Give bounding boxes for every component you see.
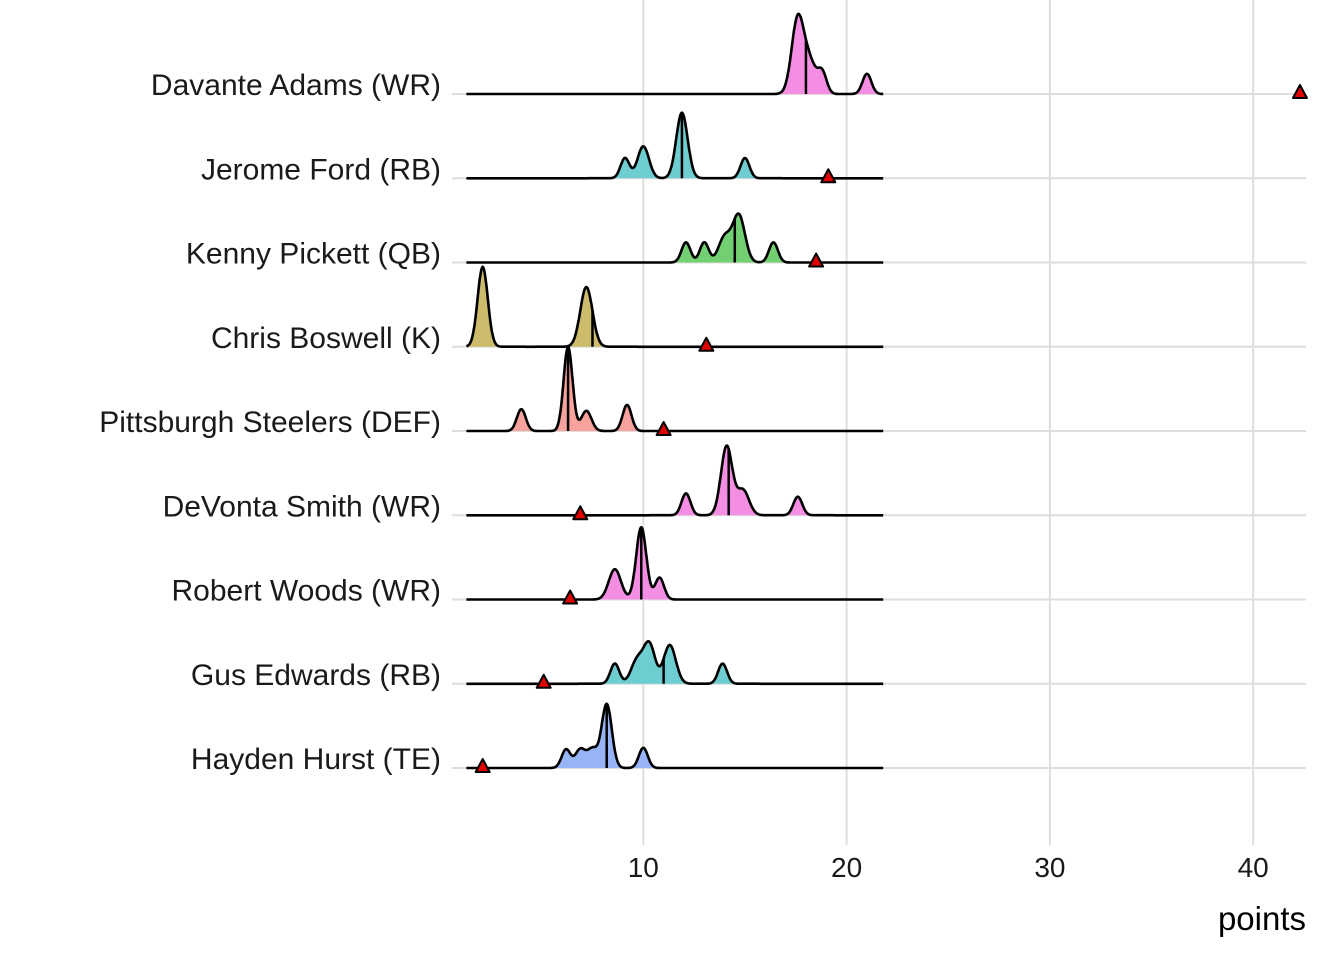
ridge-outline xyxy=(466,525,884,601)
actual-points-marker xyxy=(535,673,552,689)
x-tick-label: 20 xyxy=(831,852,862,883)
ridge-fill xyxy=(466,266,884,347)
x-axis-label: points xyxy=(1218,900,1306,937)
actual-points-marker xyxy=(655,421,672,436)
y-label: Hayden Hurst (TE) xyxy=(191,743,441,776)
y-label: Davante Adams (WR) xyxy=(151,69,441,102)
actual-points-marker xyxy=(808,252,825,268)
y-label: Pittsburgh Steelers (DEF) xyxy=(99,406,441,439)
actual-points-marker xyxy=(474,758,491,773)
ridge-outline xyxy=(466,702,884,770)
y-label: Gus Edwards (RB) xyxy=(191,659,441,692)
ridge-outline xyxy=(466,12,884,96)
ridge-fill xyxy=(466,641,884,684)
ridge-fill xyxy=(466,347,884,431)
ridge-outline xyxy=(466,212,884,264)
ridge-fill xyxy=(466,13,884,94)
actual-points-marker xyxy=(572,505,589,521)
y-label: Kenny Pickett (QB) xyxy=(186,238,441,271)
ridge-fill xyxy=(466,445,884,516)
ridge-fill xyxy=(466,527,884,600)
ridges xyxy=(465,12,1308,773)
ridge-fill xyxy=(466,213,884,263)
ridge-outline xyxy=(466,345,884,433)
y-label: Chris Boswell (K) xyxy=(211,322,441,355)
actual-points-marker xyxy=(698,336,715,352)
ridge-outline xyxy=(465,265,884,349)
ridge-outline xyxy=(466,111,884,180)
ridge-outline xyxy=(466,444,884,517)
x-tick-label: 30 xyxy=(1034,852,1065,883)
y-axis-labels: Davante Adams (WR) Jerome Ford (RB) Kenny … xyxy=(99,69,441,776)
y-label: DeVonta Smith (WR) xyxy=(163,490,441,523)
x-tick-label: 10 xyxy=(628,852,659,883)
actual-points-marker xyxy=(1291,84,1308,99)
ridge-outline xyxy=(466,640,884,686)
y-label: Jerome Ford (RB) xyxy=(201,153,441,186)
actual-points-marker xyxy=(562,589,579,605)
x-tick-label: 40 xyxy=(1238,852,1269,883)
ridge-fill xyxy=(466,703,884,768)
actual-points-marker xyxy=(820,168,837,184)
ridge-fill xyxy=(466,112,884,179)
y-label: Robert Woods (WR) xyxy=(171,575,441,608)
x-axis-ticks: 10 20 30 40 xyxy=(628,852,1269,883)
